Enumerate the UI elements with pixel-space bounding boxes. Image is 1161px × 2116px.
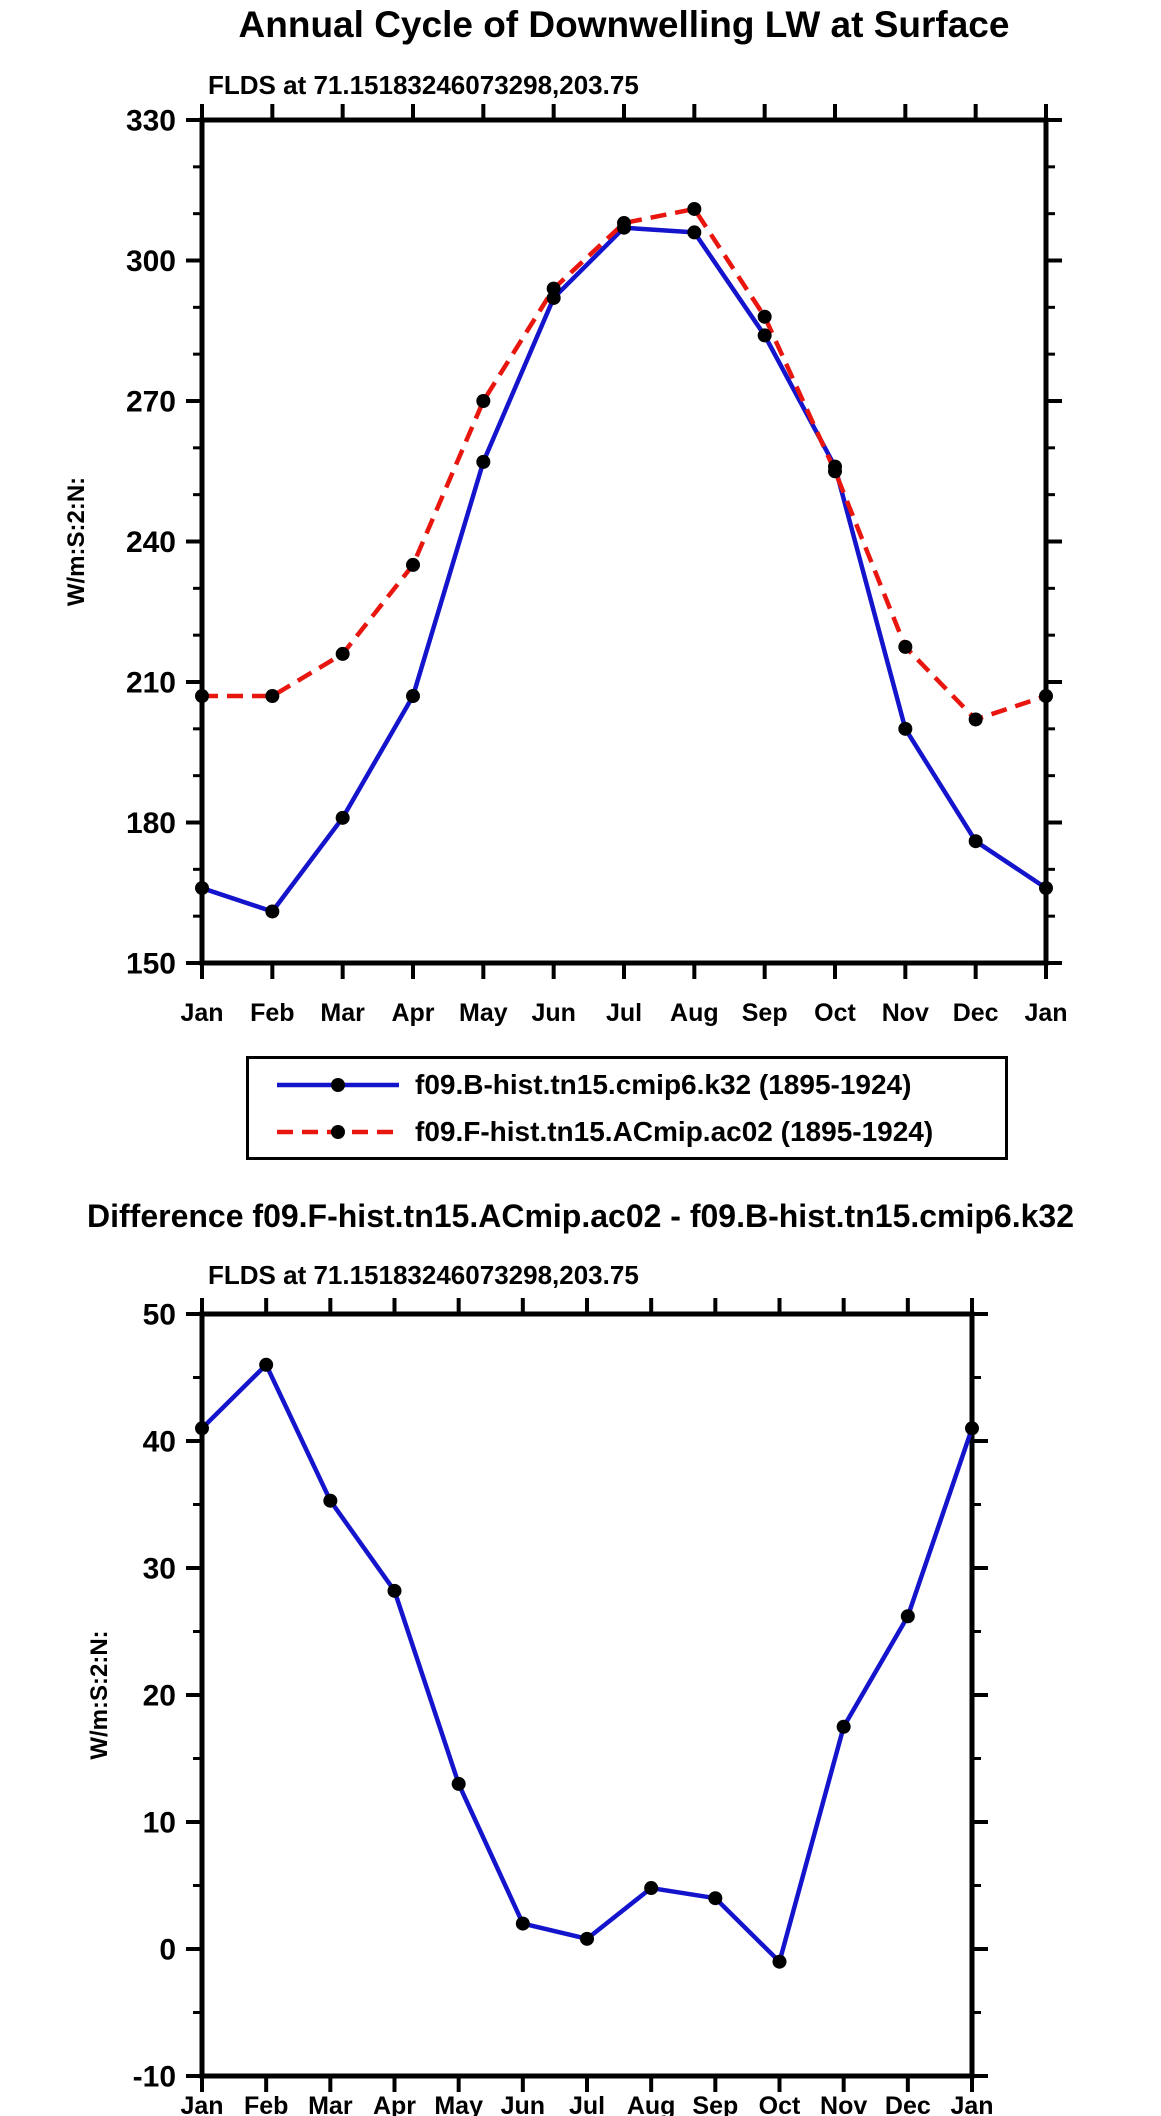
legend-marker: [331, 1077, 345, 1092]
data-point-marker: [708, 1891, 723, 1906]
y-tick-label: 150: [126, 948, 176, 981]
legend-item-fhist: f09.F-hist.tn15.ACmip.ac02 (1895-1924): [273, 1116, 1005, 1148]
data-point-marker: [1039, 881, 1053, 896]
legend-marker: [331, 1124, 345, 1139]
legend-line-dashed-icon: [277, 1124, 399, 1139]
data-point-marker: [265, 689, 280, 704]
data-point-marker: [617, 216, 631, 231]
x-tick-label: Sep: [742, 999, 788, 1027]
series-line-solid: [200, 1362, 975, 1964]
y-tick-label: 240: [126, 526, 176, 559]
x-tick-label: Feb: [250, 999, 294, 1027]
data-point-marker: [898, 721, 913, 736]
y-tick-label: 270: [126, 386, 176, 419]
data-point-marker: [406, 689, 420, 704]
x-tick-label: Mar: [308, 2092, 353, 2116]
x-tick-label: Apr: [391, 999, 434, 1027]
data-point-marker: [968, 712, 983, 727]
x-tick-label: Apr: [373, 2092, 416, 2116]
data-point-marker: [476, 394, 491, 408]
x-tick-label: May: [434, 2092, 483, 2116]
data-point-marker: [546, 281, 561, 296]
x-tick-label: Jan: [180, 2092, 223, 2116]
x-tick-label: Dec: [953, 999, 999, 1027]
y-tick-label: -10: [133, 2061, 176, 2094]
y-tick-label: 330: [126, 105, 176, 138]
data-point-marker: [828, 464, 842, 479]
difference-chart: -10 0 10 20 30 40 50 Jan Feb Mar Apr May Jun Jul Aug Se…: [86, 1298, 994, 2116]
data-point-marker: [644, 1881, 659, 1896]
y-tick-label: 210: [126, 667, 176, 700]
x-tick-label: Aug: [670, 999, 719, 1027]
data-point-marker: [406, 557, 420, 572]
x-tick-label: Oct: [814, 999, 856, 1027]
legend-item-bhist: f09.B-hist.tn15.cmip6.k32 (1895-1924): [273, 1069, 1005, 1101]
legend-label-bhist: f09.B-hist.tn15.cmip6.k32 (1895-1924): [415, 1068, 912, 1100]
y-tick-label: 40: [143, 1426, 176, 1459]
data-point-marker: [1039, 689, 1053, 704]
data-point-marker: [757, 309, 772, 324]
legend-line-solid-icon: [277, 1077, 399, 1092]
y-tick-label: 50: [143, 1299, 176, 1332]
x-tick-label: Dec: [885, 2092, 931, 2116]
x-tick-label: May: [459, 999, 508, 1027]
y-tick-label: 180: [126, 807, 176, 840]
data-point-marker: [195, 881, 209, 896]
data-point-marker: [900, 1609, 915, 1624]
x-tick-label: Jun: [531, 999, 575, 1027]
annual-cycle-chart: 150 180 210 240 270 300 330 Jan Feb Mar Apr May Jun J…: [63, 104, 1068, 1027]
series-line-solid: [201, 225, 1048, 914]
data-point-marker: [387, 1583, 402, 1598]
data-point-marker: [195, 1421, 209, 1436]
data-point-marker: [195, 689, 209, 704]
data-point-marker: [515, 1916, 530, 1931]
x-tick-label: Nov: [820, 2092, 867, 2116]
x-tick-label: Jul: [569, 2092, 605, 2116]
data-point-marker: [323, 1493, 338, 1508]
data-point-marker: [965, 1421, 979, 1436]
data-point-marker: [265, 904, 280, 919]
legend-label-fhist: f09.F-hist.tn15.ACmip.ac02 (1895-1924): [415, 1115, 934, 1147]
plot-frame: [199, 1311, 975, 2079]
x-tick-label: Nov: [882, 999, 929, 1027]
y-tick-label: 30: [143, 1553, 176, 1586]
data-point-marker: [772, 1954, 787, 1969]
series-line-dashed: [202, 206, 1047, 722]
plot-frame: [199, 117, 1049, 966]
data-point-marker: [451, 1776, 466, 1791]
data-point-marker: [335, 810, 350, 825]
data-point-marker: [580, 1931, 594, 1946]
x-tick-label: Jan: [180, 999, 223, 1027]
data-point-marker: [335, 646, 350, 661]
x-tick-label: Jun: [501, 2092, 545, 2116]
data-point-marker: [968, 834, 983, 849]
data-point-marker: [836, 1719, 851, 1734]
data-point-marker: [687, 201, 702, 216]
difference-title: Difference f09.F-hist.tn15.ACmip.ac02 - …: [87, 1198, 1074, 1234]
y-axis-label: W/m:S:2:N:: [86, 1630, 113, 1759]
x-tick-label: Sep: [692, 2092, 738, 2116]
data-point-marker: [687, 225, 702, 240]
y-tick-label: 20: [143, 1680, 176, 1713]
x-tick-label: Feb: [244, 2092, 288, 2116]
x-tick-label: Jul: [606, 999, 642, 1027]
x-tick-label: Mar: [320, 999, 365, 1027]
chart1-subtitle: FLDS at 71.15183246073298,203.75: [208, 70, 639, 100]
x-tick-label: Jan: [1024, 999, 1067, 1027]
x-tick-label: Aug: [627, 2092, 676, 2116]
y-tick-label: 300: [126, 245, 176, 278]
y-tick-label: 10: [143, 1807, 176, 1840]
chart2-subtitle: FLDS at 71.15183246073298,203.75: [208, 1260, 639, 1290]
y-tick-label: 0: [159, 1934, 176, 1967]
x-tick-label: Jan: [950, 2092, 993, 2116]
data-point-marker: [476, 454, 491, 469]
main-title: Annual Cycle of Downwelling LW at Surfac…: [238, 4, 1010, 45]
legend-box: f09.B-hist.tn15.cmip6.k32 (1895-1924) f0…: [246, 1056, 1008, 1160]
y-axis-label: W/m:S:2:N:: [63, 477, 90, 606]
x-tick-label: Oct: [759, 2092, 801, 2116]
data-point-marker: [259, 1357, 274, 1372]
data-point-marker: [898, 639, 913, 654]
data-point-marker: [757, 328, 772, 343]
